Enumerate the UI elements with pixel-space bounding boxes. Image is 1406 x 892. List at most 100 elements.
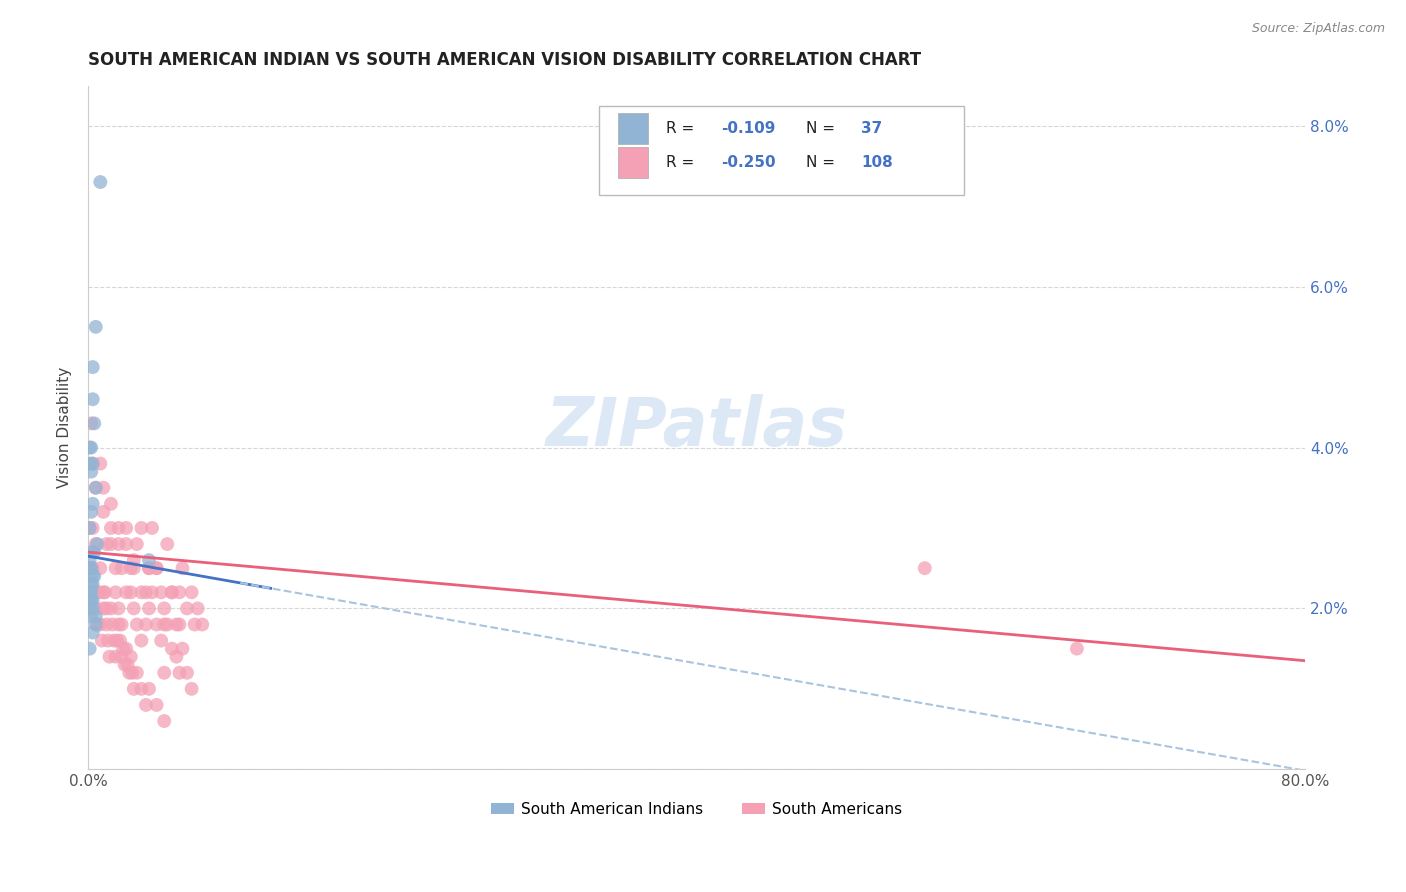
Point <box>80 465 103 479</box>
Point <box>83 545 105 559</box>
Point <box>131 633 153 648</box>
Point <box>79 441 101 455</box>
Point <box>80 593 103 607</box>
Point <box>1066 641 1088 656</box>
Point <box>122 601 145 615</box>
Point <box>160 641 183 656</box>
Point <box>79 521 101 535</box>
Point <box>108 633 131 648</box>
Point <box>84 617 107 632</box>
Point <box>135 617 157 632</box>
Point <box>150 633 173 648</box>
Point <box>122 553 145 567</box>
Point <box>79 641 101 656</box>
Point <box>79 593 101 607</box>
Point <box>153 714 176 728</box>
Point <box>79 521 101 535</box>
Point <box>122 681 145 696</box>
Point <box>141 521 163 535</box>
Point <box>115 641 138 656</box>
Point <box>80 561 103 575</box>
Point <box>120 585 142 599</box>
Point <box>187 601 209 615</box>
Point <box>153 665 176 680</box>
Point <box>138 561 160 575</box>
Point <box>103 633 125 648</box>
Point <box>172 561 194 575</box>
Point <box>112 641 135 656</box>
Point <box>114 657 136 672</box>
Point <box>153 601 176 615</box>
Point <box>83 417 105 431</box>
Point <box>84 537 107 551</box>
Point <box>80 609 103 624</box>
FancyBboxPatch shape <box>617 113 648 144</box>
Point <box>914 561 936 575</box>
Point <box>87 585 110 599</box>
Point <box>82 577 104 591</box>
Point <box>82 392 104 407</box>
Point <box>104 561 127 575</box>
Point <box>176 601 198 615</box>
Point <box>115 585 138 599</box>
Point <box>115 537 138 551</box>
Point <box>80 561 103 575</box>
Point <box>90 633 112 648</box>
Point <box>83 569 105 583</box>
Point <box>82 561 104 575</box>
Point <box>80 417 103 431</box>
Point <box>80 561 103 575</box>
Text: Source: ZipAtlas.com: Source: ZipAtlas.com <box>1251 22 1385 36</box>
Point <box>79 601 101 615</box>
Point <box>83 585 105 599</box>
Point <box>89 561 111 575</box>
Point <box>135 698 157 712</box>
Point <box>150 585 173 599</box>
Point <box>118 665 141 680</box>
Point <box>98 649 121 664</box>
Point <box>156 617 179 632</box>
Point <box>101 617 124 632</box>
Point <box>107 521 129 535</box>
Point <box>79 457 101 471</box>
Point <box>138 553 160 567</box>
Point <box>156 537 179 551</box>
Point <box>160 585 183 599</box>
Point <box>96 537 118 551</box>
Point <box>93 481 115 495</box>
Text: -0.109: -0.109 <box>721 121 775 136</box>
Text: 37: 37 <box>860 121 882 136</box>
Point <box>82 601 104 615</box>
Point <box>93 601 115 615</box>
Point <box>145 561 167 575</box>
Point <box>82 457 104 471</box>
Point <box>120 561 142 575</box>
Point <box>125 537 148 551</box>
Y-axis label: Vision Disability: Vision Disability <box>58 367 72 488</box>
Point <box>180 585 202 599</box>
Point <box>84 601 107 615</box>
Legend: South American Indians, South Americans: South American Indians, South Americans <box>485 796 908 823</box>
Point <box>125 617 148 632</box>
Point <box>100 601 122 615</box>
Point <box>110 617 132 632</box>
Point <box>183 617 205 632</box>
Text: R =: R = <box>666 155 699 170</box>
Point <box>121 665 143 680</box>
Point <box>97 633 120 648</box>
Text: SOUTH AMERICAN INDIAN VS SOUTH AMERICAN VISION DISABILITY CORRELATION CHART: SOUTH AMERICAN INDIAN VS SOUTH AMERICAN … <box>89 51 921 69</box>
Point <box>82 497 104 511</box>
Point <box>131 521 153 535</box>
Point <box>84 481 107 495</box>
Point <box>80 545 103 559</box>
Point <box>100 497 122 511</box>
Text: N =: N = <box>806 155 839 170</box>
Point <box>131 681 153 696</box>
Point <box>82 521 104 535</box>
Point <box>107 601 129 615</box>
Point <box>107 537 129 551</box>
Point <box>93 505 115 519</box>
Point <box>135 585 157 599</box>
Point <box>145 698 167 712</box>
Point <box>160 585 183 599</box>
